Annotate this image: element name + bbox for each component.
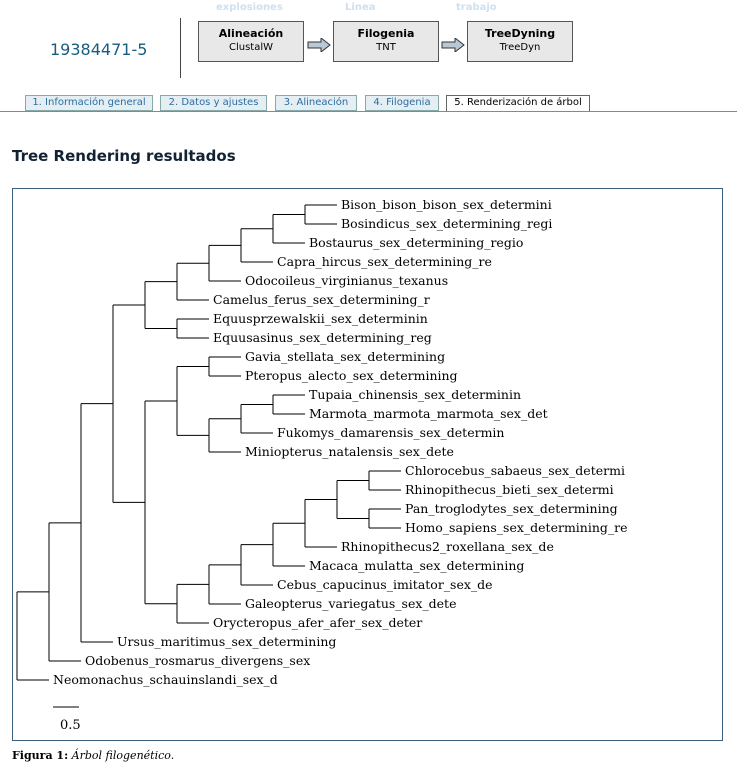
- header-divider: [180, 18, 181, 78]
- leaf-label: Bosindicus_sex_determining_regi: [341, 216, 552, 231]
- leaf-label: Marmota_marmota_marmota_sex_det: [309, 406, 548, 421]
- tab-filogenia[interactable]: 4. Filogenia: [365, 95, 439, 111]
- leaf-label: Rhinopithecus_bieti_sex_determi: [405, 482, 614, 497]
- leaf-label: Tupaia_chinensis_sex_determinin: [309, 387, 521, 402]
- phylogenetic-tree: Bison_bison_bison_sex_determini Bosindicu…: [16, 197, 628, 733]
- leaf-label: Equusprzewalskii_sex_determinin: [213, 311, 428, 326]
- step-alineacion[interactable]: Alineación ClustalW: [198, 21, 304, 62]
- figure-caption: Figura 1: Árbol filogenético.: [12, 749, 174, 762]
- tab-baseline: [0, 111, 737, 112]
- tab-alineacion[interactable]: 3. Alineación: [275, 95, 357, 111]
- leaf-label: Miniopterus_natalensis_sex_dete: [245, 444, 454, 459]
- tab-informacion-general[interactable]: 1. Información general: [25, 95, 153, 111]
- scale-bar-label: 0.5: [60, 718, 81, 733]
- tab-datos-ajustes[interactable]: 2. Datos y ajustes: [160, 95, 267, 111]
- leaf-label: Neomonachus_schauinslandi_sex_d: [53, 672, 278, 687]
- step-filogenia-tool: TNT: [376, 42, 396, 53]
- leaf-label: Odobenus_rosmarus_divergens_sex: [85, 653, 310, 668]
- leaf-label: Pan_troglodytes_sex_determining: [405, 501, 618, 516]
- leaf-label: Fukomys_damarensis_sex_determin: [277, 425, 504, 440]
- tab-renderizacion-arbol[interactable]: 5. Renderización de árbol: [446, 95, 590, 112]
- leaf-label: Equusasinus_sex_determining_reg: [213, 330, 432, 345]
- leaf-label: Rhinopithecus2_roxellana_sex_de: [341, 539, 554, 554]
- leaf-label: Gavia_stellata_sex_determining: [245, 349, 445, 364]
- leaf-label: Chlorocebus_sabaeus_sex_determi: [405, 463, 625, 478]
- leaf-label: Galeopterus_variegatus_sex_dete: [245, 596, 456, 611]
- step-filogenia-title: Filogenia: [357, 27, 415, 40]
- arrow-right-icon: [441, 38, 465, 52]
- step-treedyning-title: TreeDyning: [484, 27, 556, 40]
- leaf-label: Bison_bison_bison_sex_determini: [341, 197, 552, 212]
- section-title: Tree Rendering resultados: [12, 147, 236, 165]
- faint-label-2: Linea: [345, 2, 376, 13]
- arrow-right-icon: [307, 38, 331, 52]
- leaf-label: Cebus_capucinus_imitator_sex_de: [277, 577, 493, 592]
- figure-caption-label: Figura 1:: [12, 749, 69, 762]
- figure-caption-text: Árbol filogenético.: [71, 749, 175, 762]
- tree-panel: Bison_bison_bison_sex_determini Bosindicu…: [12, 188, 723, 741]
- step-treedyning-tool: TreeDyn: [499, 42, 541, 53]
- leaf-label: Macaca_mulatta_sex_determining: [309, 558, 524, 573]
- step-alineacion-title: Alineación: [218, 27, 284, 40]
- job-id: 19384471-5: [50, 40, 148, 59]
- leaf-label: Odocoileus_virginianus_texanus: [245, 273, 448, 288]
- leaf-label: Ursus_maritimus_sex_determining: [117, 634, 336, 649]
- leaf-label: Pteropus_alecto_sex_determining: [245, 368, 458, 383]
- step-treedyning[interactable]: TreeDyning TreeDyn: [467, 21, 573, 62]
- faint-label-1: explosiones: [216, 2, 283, 13]
- faint-label-3: trabajo: [456, 2, 497, 13]
- step-alineacion-tool: ClustalW: [228, 42, 274, 53]
- leaf-label: Capra_hircus_sex_determining_re: [277, 254, 492, 269]
- leaf-label: Bostaurus_sex_determining_regio: [309, 235, 523, 250]
- leaf-label: Orycteropus_afer_afer_sex_deter: [213, 615, 422, 630]
- leaf-label: Camelus_ferus_sex_determining_r: [213, 292, 430, 307]
- step-filogenia[interactable]: Filogenia TNT: [333, 21, 439, 62]
- leaf-label: Homo_sapiens_sex_determining_re: [405, 520, 628, 535]
